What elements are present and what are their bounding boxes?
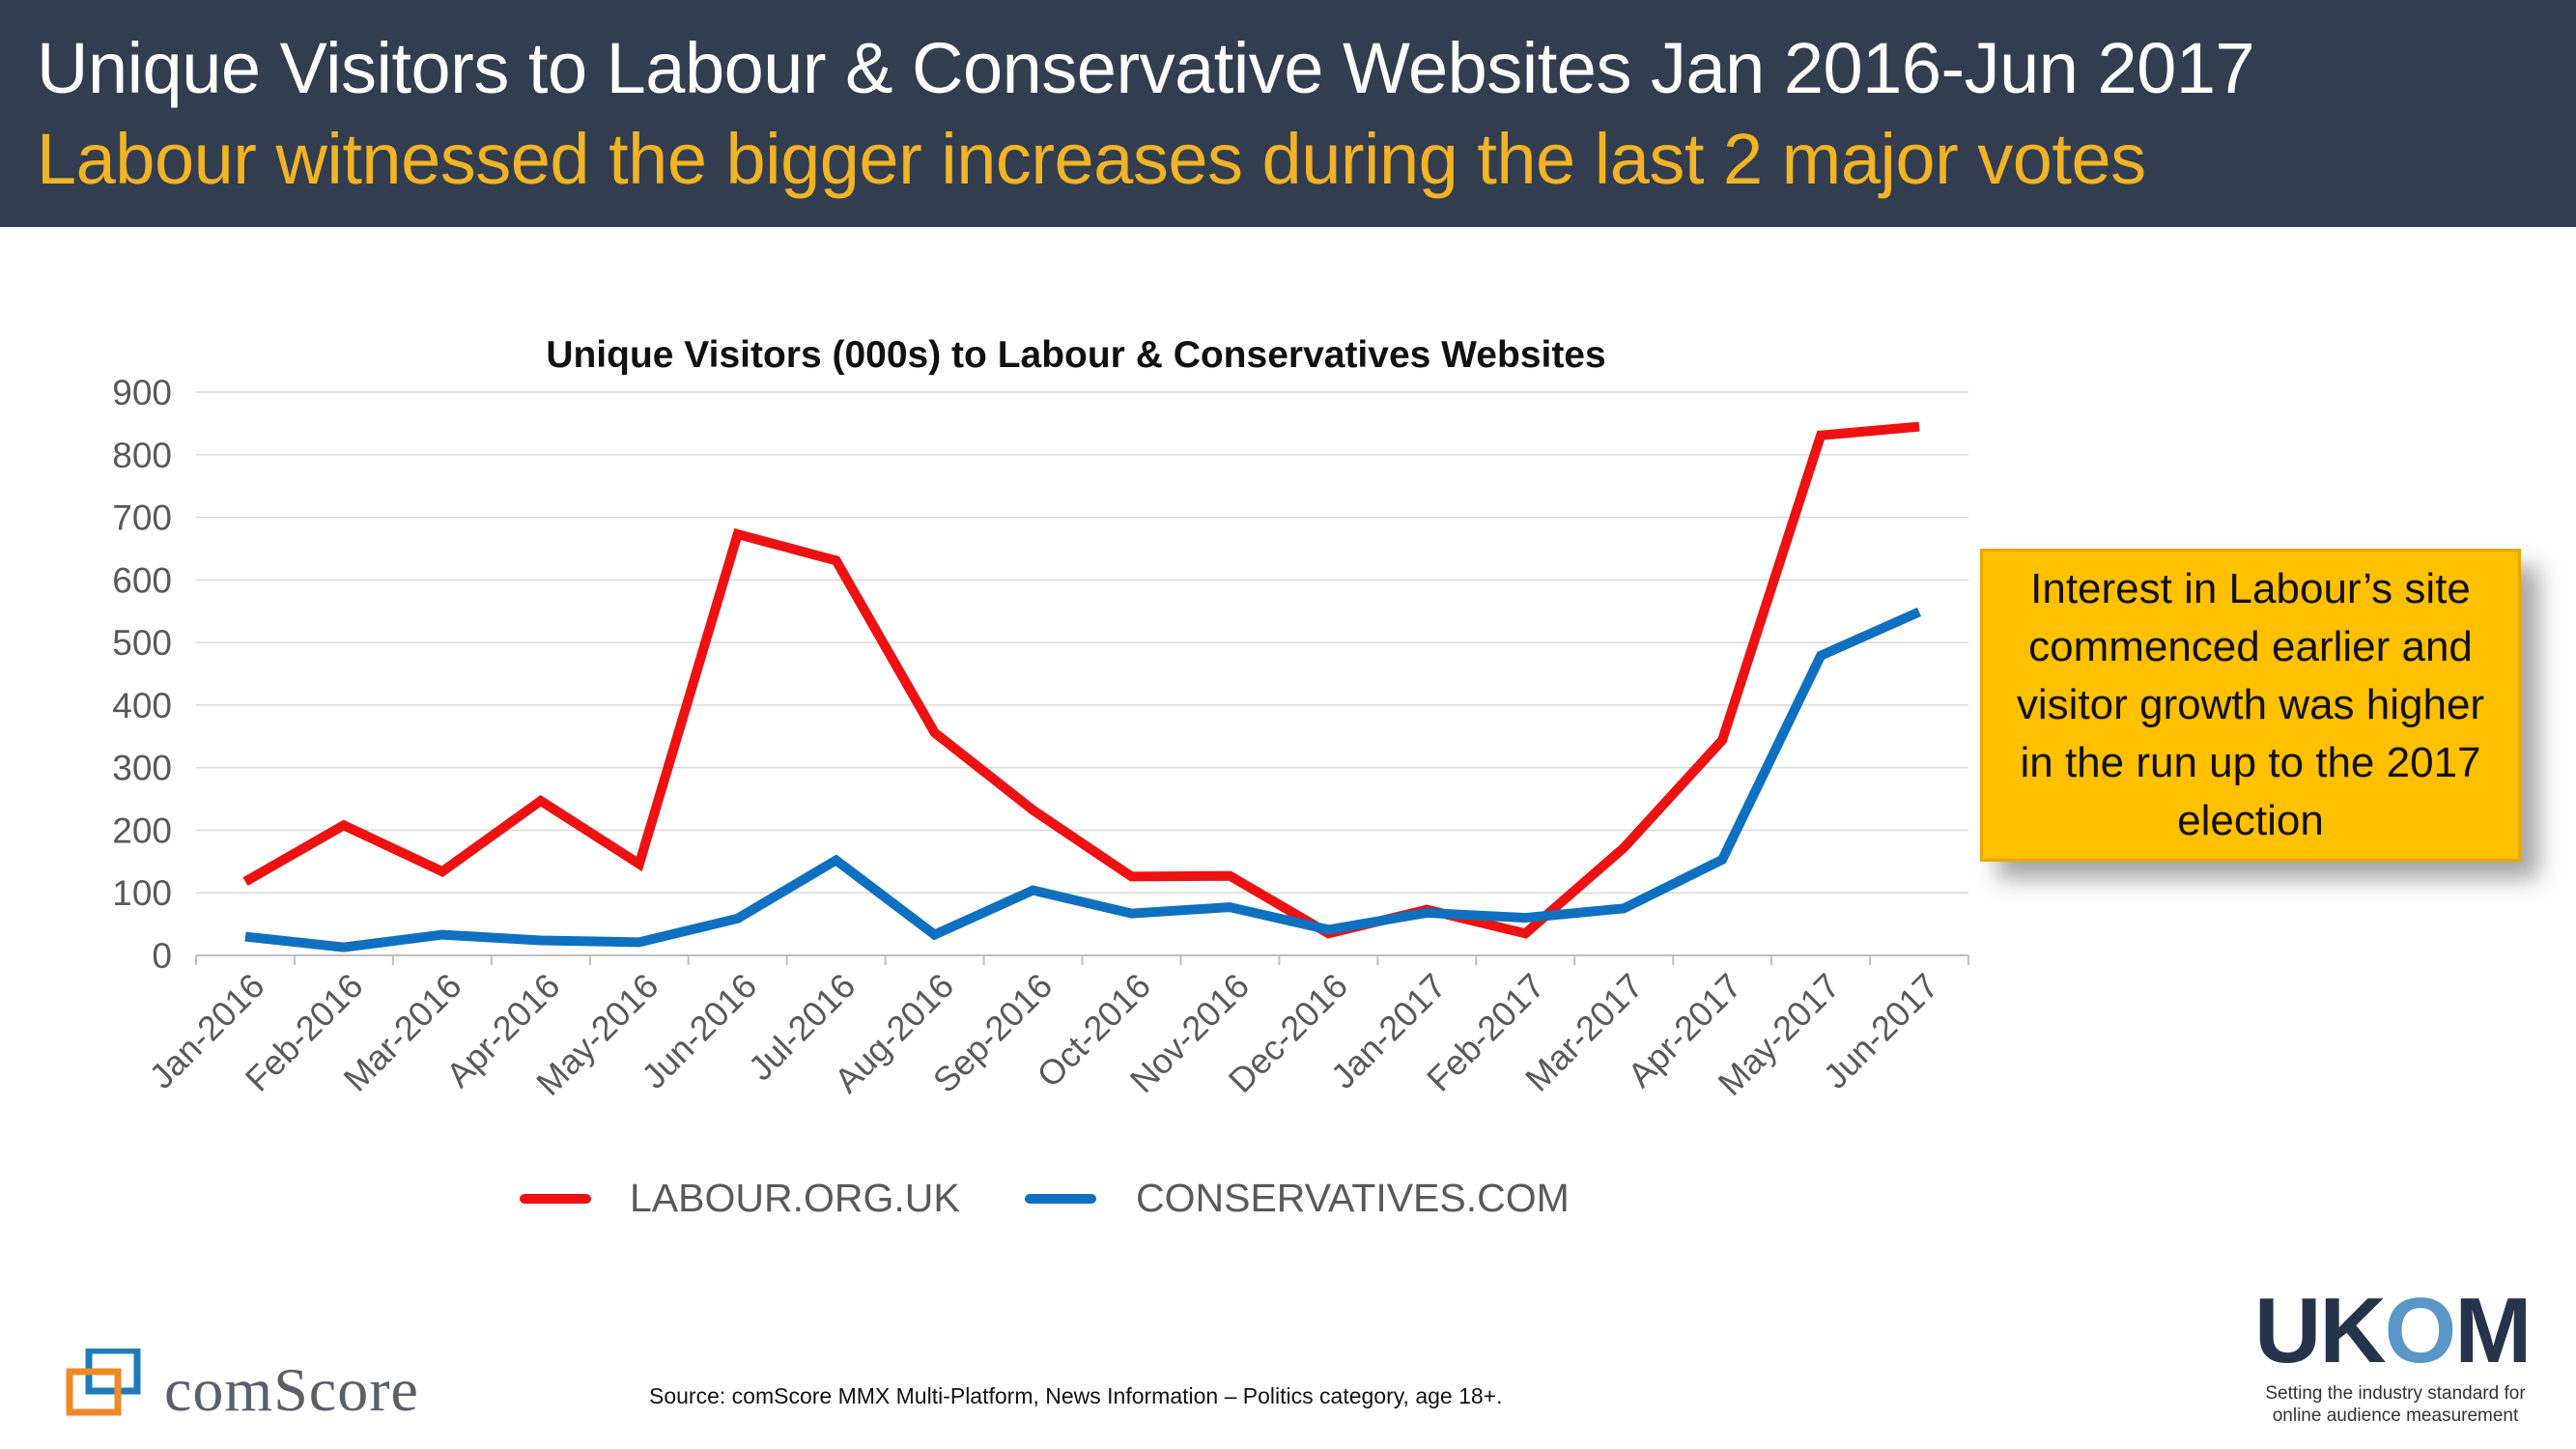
series-line-conservatives: [244, 607, 1922, 952]
y-tick-label: 0: [152, 936, 172, 976]
legend-label: CONSERVATIVES.COM: [1136, 1176, 1570, 1220]
comscore-logo: comScore: [64, 1349, 547, 1424]
y-tick-label: 400: [112, 686, 172, 725]
page-title: Unique Visitors to Labour & Conservative…: [37, 28, 2255, 108]
y-tick-label: 300: [112, 749, 172, 788]
legend: LABOUR.ORG.UK CONSERVATIVES.COM: [520, 1176, 1570, 1220]
callout-box: Interest in Labour’s site commenced earl…: [1980, 549, 2521, 862]
page-subtitle: Labour witnessed the bigger increases du…: [37, 119, 2146, 199]
comscore-logo-icon: [66, 1349, 141, 1416]
y-tick-label: 200: [112, 810, 172, 850]
y-tick-label: 600: [112, 560, 172, 600]
y-tick-label: 900: [112, 373, 172, 412]
source-note: Source: comScore MMX Multi-Platform, New…: [649, 1383, 1503, 1408]
chart-title: Unique Visitors (000s) to Labour & Conse…: [546, 334, 1605, 376]
y-tick-label: 100: [112, 873, 172, 913]
ukom-tagline-line-2: online audience measurement: [2272, 1406, 2519, 1426]
header-banner: Unique Visitors to Labour & Conservative…: [0, 0, 2576, 227]
y-tick-label: 700: [112, 498, 172, 538]
comscore-logo-text: comScore: [164, 1355, 419, 1424]
y-tick-label: 500: [112, 623, 172, 663]
legend-label: LABOUR.ORG.UK: [630, 1176, 960, 1220]
series-line-labour: [242, 421, 1920, 939]
series-lines: [242, 421, 1922, 952]
ukom-tagline: Setting the industry standard for online…: [2250, 1382, 2540, 1427]
ukom-logo-text: UKOM: [2254, 1279, 2532, 1382]
line-chart: Unique Visitors (000s) to Labour & Conse…: [112, 334, 1969, 1220]
ukom-logo: UKOM Setting the industry standard for o…: [2250, 1279, 2540, 1435]
x-axis-tick-labels: Jan-2016Feb-2016Mar-2016Apr-2016May-2016…: [141, 966, 1945, 1103]
ukom-tagline-line-1: Setting the industry standard for: [2265, 1383, 2526, 1404]
y-axis-tick-labels: 0 100 200 300 400 500 600 700 800 900: [112, 373, 172, 976]
gridlines: [195, 391, 1969, 965]
y-tick-label: 800: [112, 436, 172, 475]
